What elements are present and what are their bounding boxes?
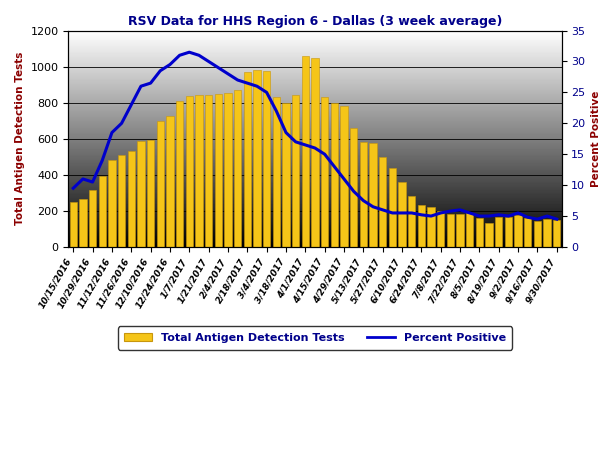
Bar [214,94,222,247]
Bar [408,196,415,247]
Bar [553,220,561,247]
Bar [302,56,309,247]
Bar [195,96,203,247]
Bar [166,116,174,247]
Bar [485,223,493,247]
Bar [70,202,77,247]
Y-axis label: Total Antigen Detection Tests: Total Antigen Detection Tests [15,52,25,225]
Bar [282,103,290,247]
Bar [456,213,464,247]
Bar [128,152,135,247]
Bar [370,143,376,247]
Bar [147,140,154,247]
Bar [156,121,164,247]
Bar [534,221,541,247]
Bar [137,140,145,247]
Bar [495,217,503,247]
Bar [234,90,241,247]
Bar [399,182,406,247]
Bar [360,142,367,247]
Bar [466,213,473,247]
Bar [437,211,444,247]
Bar [505,217,512,247]
Bar [418,206,425,247]
Bar [311,58,318,247]
Bar [476,218,483,247]
Bar [341,106,347,247]
Bar [379,157,386,247]
Title: RSV Data for HHS Region 6 - Dallas (3 week average): RSV Data for HHS Region 6 - Dallas (3 we… [128,15,502,28]
Bar [79,199,86,247]
Bar [514,215,522,247]
Bar [108,160,116,247]
Bar [253,70,261,247]
Legend: Total Antigen Detection Tests, Percent Positive: Total Antigen Detection Tests, Percent P… [118,326,513,350]
Bar [205,96,213,247]
Bar [350,128,357,247]
Bar [292,96,299,247]
Bar [524,218,532,247]
Bar [176,101,183,247]
Bar [89,190,96,247]
Bar [389,168,396,247]
Bar [321,97,328,247]
Bar [118,155,125,247]
Bar [185,97,193,247]
Bar [273,97,280,247]
Bar [244,72,251,247]
Bar [224,93,232,247]
Bar [543,219,551,247]
Bar [263,71,270,247]
Y-axis label: Percent Positive: Percent Positive [591,91,601,187]
Bar [428,207,435,247]
Bar [99,176,106,247]
Bar [331,103,338,247]
Bar [447,213,454,247]
